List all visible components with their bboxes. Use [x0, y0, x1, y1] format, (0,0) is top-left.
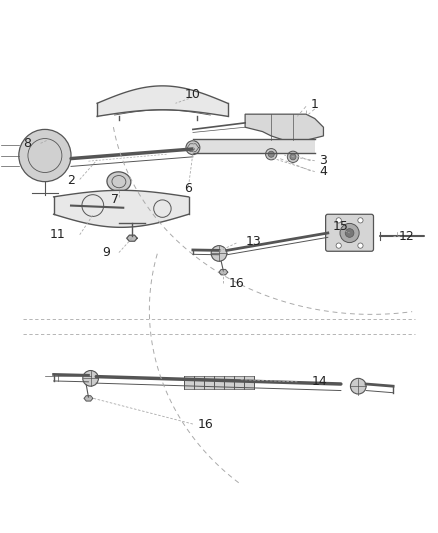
Circle shape	[358, 218, 363, 223]
Text: 12: 12	[398, 230, 414, 243]
Ellipse shape	[107, 172, 131, 191]
Text: 16: 16	[229, 277, 244, 289]
Circle shape	[358, 243, 363, 248]
Text: 14: 14	[311, 375, 327, 389]
Circle shape	[350, 378, 366, 394]
Text: 7: 7	[110, 192, 119, 206]
Circle shape	[336, 218, 341, 223]
FancyBboxPatch shape	[325, 214, 374, 251]
Polygon shape	[127, 235, 137, 241]
Circle shape	[265, 149, 277, 160]
Text: 15: 15	[333, 220, 349, 232]
Circle shape	[290, 154, 296, 160]
Text: 4: 4	[319, 165, 327, 178]
Text: 16: 16	[198, 417, 214, 431]
Text: 13: 13	[246, 235, 261, 248]
Circle shape	[268, 151, 274, 157]
Circle shape	[287, 151, 299, 163]
Text: 8: 8	[24, 137, 32, 150]
Text: 11: 11	[50, 228, 66, 241]
Circle shape	[345, 229, 354, 237]
Circle shape	[336, 243, 341, 248]
Circle shape	[186, 141, 200, 155]
Text: 10: 10	[185, 88, 201, 101]
Text: 9: 9	[102, 246, 110, 259]
Circle shape	[83, 370, 99, 386]
Text: 2: 2	[67, 174, 75, 187]
Text: 1: 1	[311, 98, 319, 111]
Circle shape	[211, 246, 227, 261]
Polygon shape	[84, 395, 93, 401]
Circle shape	[340, 223, 359, 243]
Text: 3: 3	[319, 154, 327, 167]
Polygon shape	[245, 114, 323, 140]
Polygon shape	[184, 376, 254, 389]
Polygon shape	[219, 270, 228, 275]
Circle shape	[19, 130, 71, 182]
Text: 6: 6	[184, 182, 192, 195]
